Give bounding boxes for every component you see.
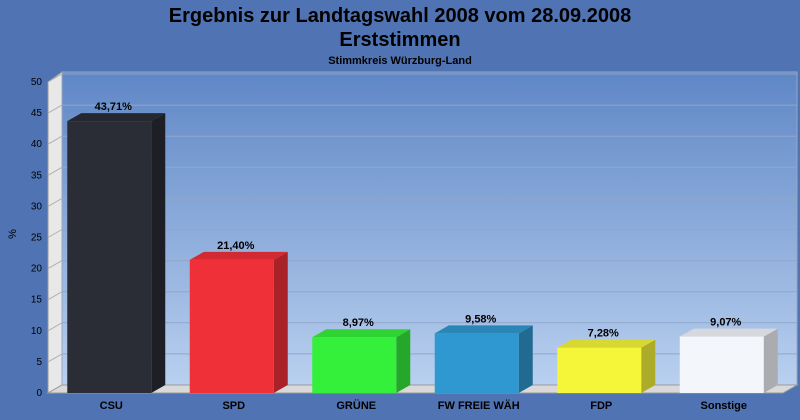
x-axis-labels: CSU SPD GRÜNE FW FREIE WÄH FDP Sonstige xyxy=(100,399,747,412)
bar-top xyxy=(189,251,288,260)
y-tick-label: 30 xyxy=(31,201,43,212)
y-axis-ticks: 0 5 10 15 20 25 30 35 40 45 50 xyxy=(31,77,43,399)
bar xyxy=(189,251,288,393)
bar xyxy=(67,113,166,393)
bar-top xyxy=(557,339,656,348)
data-label: 21,40% xyxy=(217,240,255,252)
bar-side xyxy=(518,325,533,393)
data-label: 8,97% xyxy=(343,317,374,329)
bar xyxy=(434,325,533,393)
bar-side xyxy=(763,328,778,393)
chart-title: Ergebnis zur Landtagswahl 2008 vom 28.09… xyxy=(168,5,632,27)
gridline-side xyxy=(47,166,63,176)
y-tick-label: 0 xyxy=(36,388,42,399)
y-tick-label: 15 xyxy=(31,295,43,306)
chart-subtitle: Erststimmen xyxy=(339,29,461,51)
bar-side xyxy=(151,113,166,393)
bar-front xyxy=(312,337,397,393)
y-tick-label: 10 xyxy=(31,326,43,337)
data-label: 7,28% xyxy=(588,328,619,340)
bar-front xyxy=(67,121,152,393)
y-tick-label: 50 xyxy=(31,77,43,88)
gridline-side xyxy=(47,260,63,270)
bar-front xyxy=(189,259,274,393)
bars: 43,71% 21,40% 8,97% 9,58% 7,28% 9,07% xyxy=(67,101,778,393)
y-tick-label: 25 xyxy=(31,233,43,244)
bar-top xyxy=(312,329,411,338)
bar-top xyxy=(67,113,166,122)
gridline-side xyxy=(47,291,63,301)
y-tick-label: 35 xyxy=(31,170,43,181)
bar-side xyxy=(641,339,656,393)
x-tick-label: FDP xyxy=(590,400,612,412)
gridline-side xyxy=(47,353,63,363)
bar-side xyxy=(273,251,288,393)
x-tick-label: GRÜNE xyxy=(336,399,376,412)
back-wall xyxy=(61,71,798,386)
bar xyxy=(679,328,778,393)
bar-top xyxy=(434,325,533,334)
x-tick-label: FW FREIE WÄH xyxy=(438,399,520,412)
y-tick-label: 40 xyxy=(31,139,43,150)
y-tick-label: 20 xyxy=(31,264,43,275)
gridline-side xyxy=(47,197,63,207)
bar-front xyxy=(434,333,519,393)
x-tick-label: SPD xyxy=(222,400,245,412)
bar-side xyxy=(396,329,411,393)
y-tick-label: 45 xyxy=(31,108,43,119)
data-label: 43,71% xyxy=(95,101,133,113)
bar-front xyxy=(557,347,642,393)
bar xyxy=(557,339,656,393)
gridline-side xyxy=(47,229,63,238)
gridline-side xyxy=(47,135,63,145)
chart-district: Stimmkreis Würzburg-Land xyxy=(328,55,472,67)
gridline-side xyxy=(47,104,63,114)
gridline-side xyxy=(47,322,63,332)
data-label: 9,58% xyxy=(465,313,496,325)
bar-front xyxy=(679,336,764,393)
y-tick-label: 5 xyxy=(36,357,42,368)
bar-top xyxy=(679,328,778,337)
x-tick-label: CSU xyxy=(100,400,123,412)
bar xyxy=(312,329,411,393)
data-label: 9,07% xyxy=(710,317,741,329)
side-wall xyxy=(47,71,63,394)
gridline-side xyxy=(47,73,63,83)
x-tick-label: Sonstige xyxy=(701,400,747,412)
